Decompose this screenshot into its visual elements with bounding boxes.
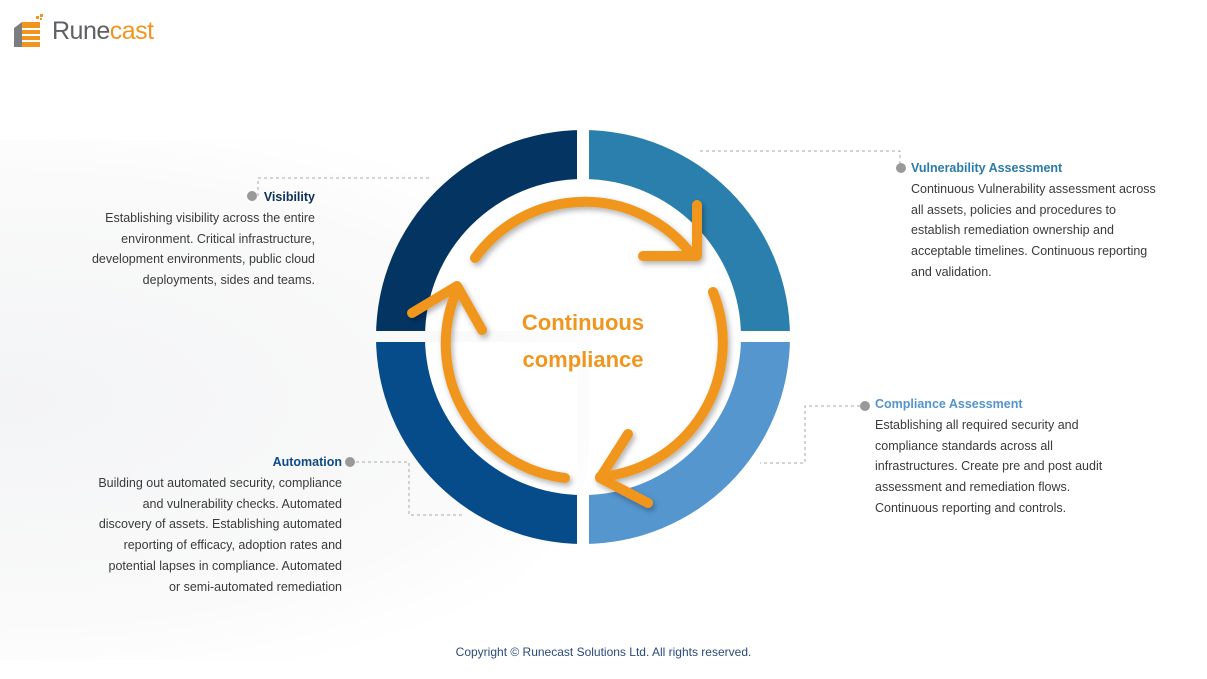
compliance-block: Compliance Assessment Establishing all r… bbox=[875, 394, 1155, 519]
cycle-arrows bbox=[407, 196, 728, 508]
bullet-compliance bbox=[860, 401, 870, 411]
center-title: Continuous compliance bbox=[521, 310, 645, 372]
arrowhead-top bbox=[638, 200, 702, 261]
copyright-footer: Copyright © Runecast Solutions Ltd. All … bbox=[455, 645, 752, 659]
visibility-title: Visibility bbox=[263, 190, 315, 204]
compliance-title: Compliance Assessment bbox=[875, 397, 1023, 411]
automation-block: Automation Building out automated securi… bbox=[40, 452, 342, 598]
bullet-visibility bbox=[247, 191, 257, 201]
connector-vulnerability bbox=[700, 150, 901, 168]
visibility-block: Visibility Establishing visibility acros… bbox=[40, 187, 315, 291]
arrowhead-left bbox=[407, 281, 487, 335]
connector-compliance bbox=[760, 405, 860, 464]
vulnerability-title: Vulnerability Assessment bbox=[911, 161, 1063, 175]
logo-icon bbox=[14, 14, 43, 47]
runecast-logo: Runecast bbox=[12, 14, 154, 48]
connector-automation bbox=[350, 461, 462, 516]
bullet-vulnerability bbox=[896, 163, 906, 173]
arrowhead-right bbox=[595, 429, 653, 508]
arrow-right bbox=[595, 287, 728, 482]
connector-visibility bbox=[257, 177, 432, 196]
logo-text: Runecast bbox=[52, 16, 154, 45]
vulnerability-block: Vulnerability Assessment Continuous Vuln… bbox=[911, 158, 1191, 283]
arrow-top bbox=[470, 196, 697, 263]
arrow-left bbox=[440, 285, 570, 483]
connector-lines bbox=[257, 150, 901, 516]
automation-title: Automation bbox=[272, 455, 342, 469]
bullet-automation bbox=[345, 457, 355, 467]
